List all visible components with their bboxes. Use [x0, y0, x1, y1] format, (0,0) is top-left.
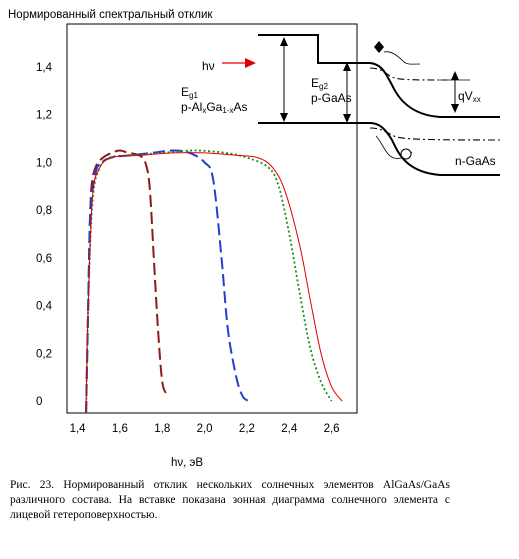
eg1-arrow-head-up — [280, 37, 288, 46]
eg2-arrow-head-up — [343, 62, 351, 71]
series-line-1 — [85, 149, 168, 414]
light-arrow-head — [245, 58, 256, 68]
y-tick-label: 1,2 — [36, 110, 52, 122]
x-tick-label: 1,6 — [112, 423, 128, 435]
y-tick-label: 1,0 — [36, 157, 52, 169]
y-tick-label: 0,2 — [36, 348, 52, 360]
ngaas-label: n-GaAs — [455, 154, 496, 168]
eg1-material-label: p-AlxGa1-xAs — [181, 100, 248, 115]
series-line-2 — [85, 149, 250, 414]
eg2-label: Eg2 — [311, 76, 328, 91]
x-tick-label: 2,6 — [324, 423, 340, 435]
y-tick-label: 0,8 — [36, 205, 52, 217]
vxx-arrow-head-down — [451, 104, 459, 113]
x-tick-label: 2,0 — [197, 423, 213, 435]
figure-caption: Рис. 23. Нормированный отклик нескольких… — [10, 479, 450, 521]
series-line-3 — [85, 149, 333, 414]
x-tick-label: 2,4 — [281, 423, 298, 435]
y-axis: 0 0,2 0,4 0,6 0,8 1,0 1,2 1,4 — [36, 62, 53, 408]
y-tick-label: 0,6 — [36, 253, 52, 265]
fermi-level-p — [369, 67, 448, 81]
x-axis: 1,4 1,6 1,8 2,0 2,2 2,4 2,6 — [70, 423, 340, 435]
spectral-response-chart: Нормированный спектральный отклик 0 0,2 0,… — [8, 9, 501, 469]
y-tick-label: 1,4 — [36, 62, 53, 74]
electron-path — [383, 51, 421, 65]
series-line-4 — [85, 152, 343, 414]
conduction-band — [258, 34, 500, 118]
eg2-material-label: p-GaAs — [311, 91, 352, 105]
eg2-arrow-head-down — [343, 114, 351, 123]
electron-icon — [374, 41, 384, 53]
x-tick-label: 1,4 — [70, 423, 87, 435]
valence-band — [258, 122, 500, 176]
band-diagram-inset — [222, 34, 501, 176]
hole-icon — [400, 148, 412, 160]
series-group — [85, 149, 343, 414]
plot-frame — [66, 23, 358, 414]
chart-title: Нормированный спектральный отклик — [8, 9, 213, 21]
eg1-label: Eg1 — [181, 85, 198, 100]
y-tick-label: 0,4 — [36, 301, 53, 313]
fermi-level-n — [369, 127, 501, 141]
vxx-label: qVхх — [458, 89, 481, 104]
x-tick-label: 2,2 — [239, 423, 255, 435]
eg1-arrow-head-down — [280, 113, 288, 122]
y-tick-label: 0 — [36, 396, 42, 408]
vxx-arrow-head-up — [451, 71, 459, 80]
photon-label: hν — [202, 59, 215, 73]
x-axis-label: hν, эВ — [171, 457, 203, 469]
x-tick-label: 1,8 — [154, 423, 170, 435]
